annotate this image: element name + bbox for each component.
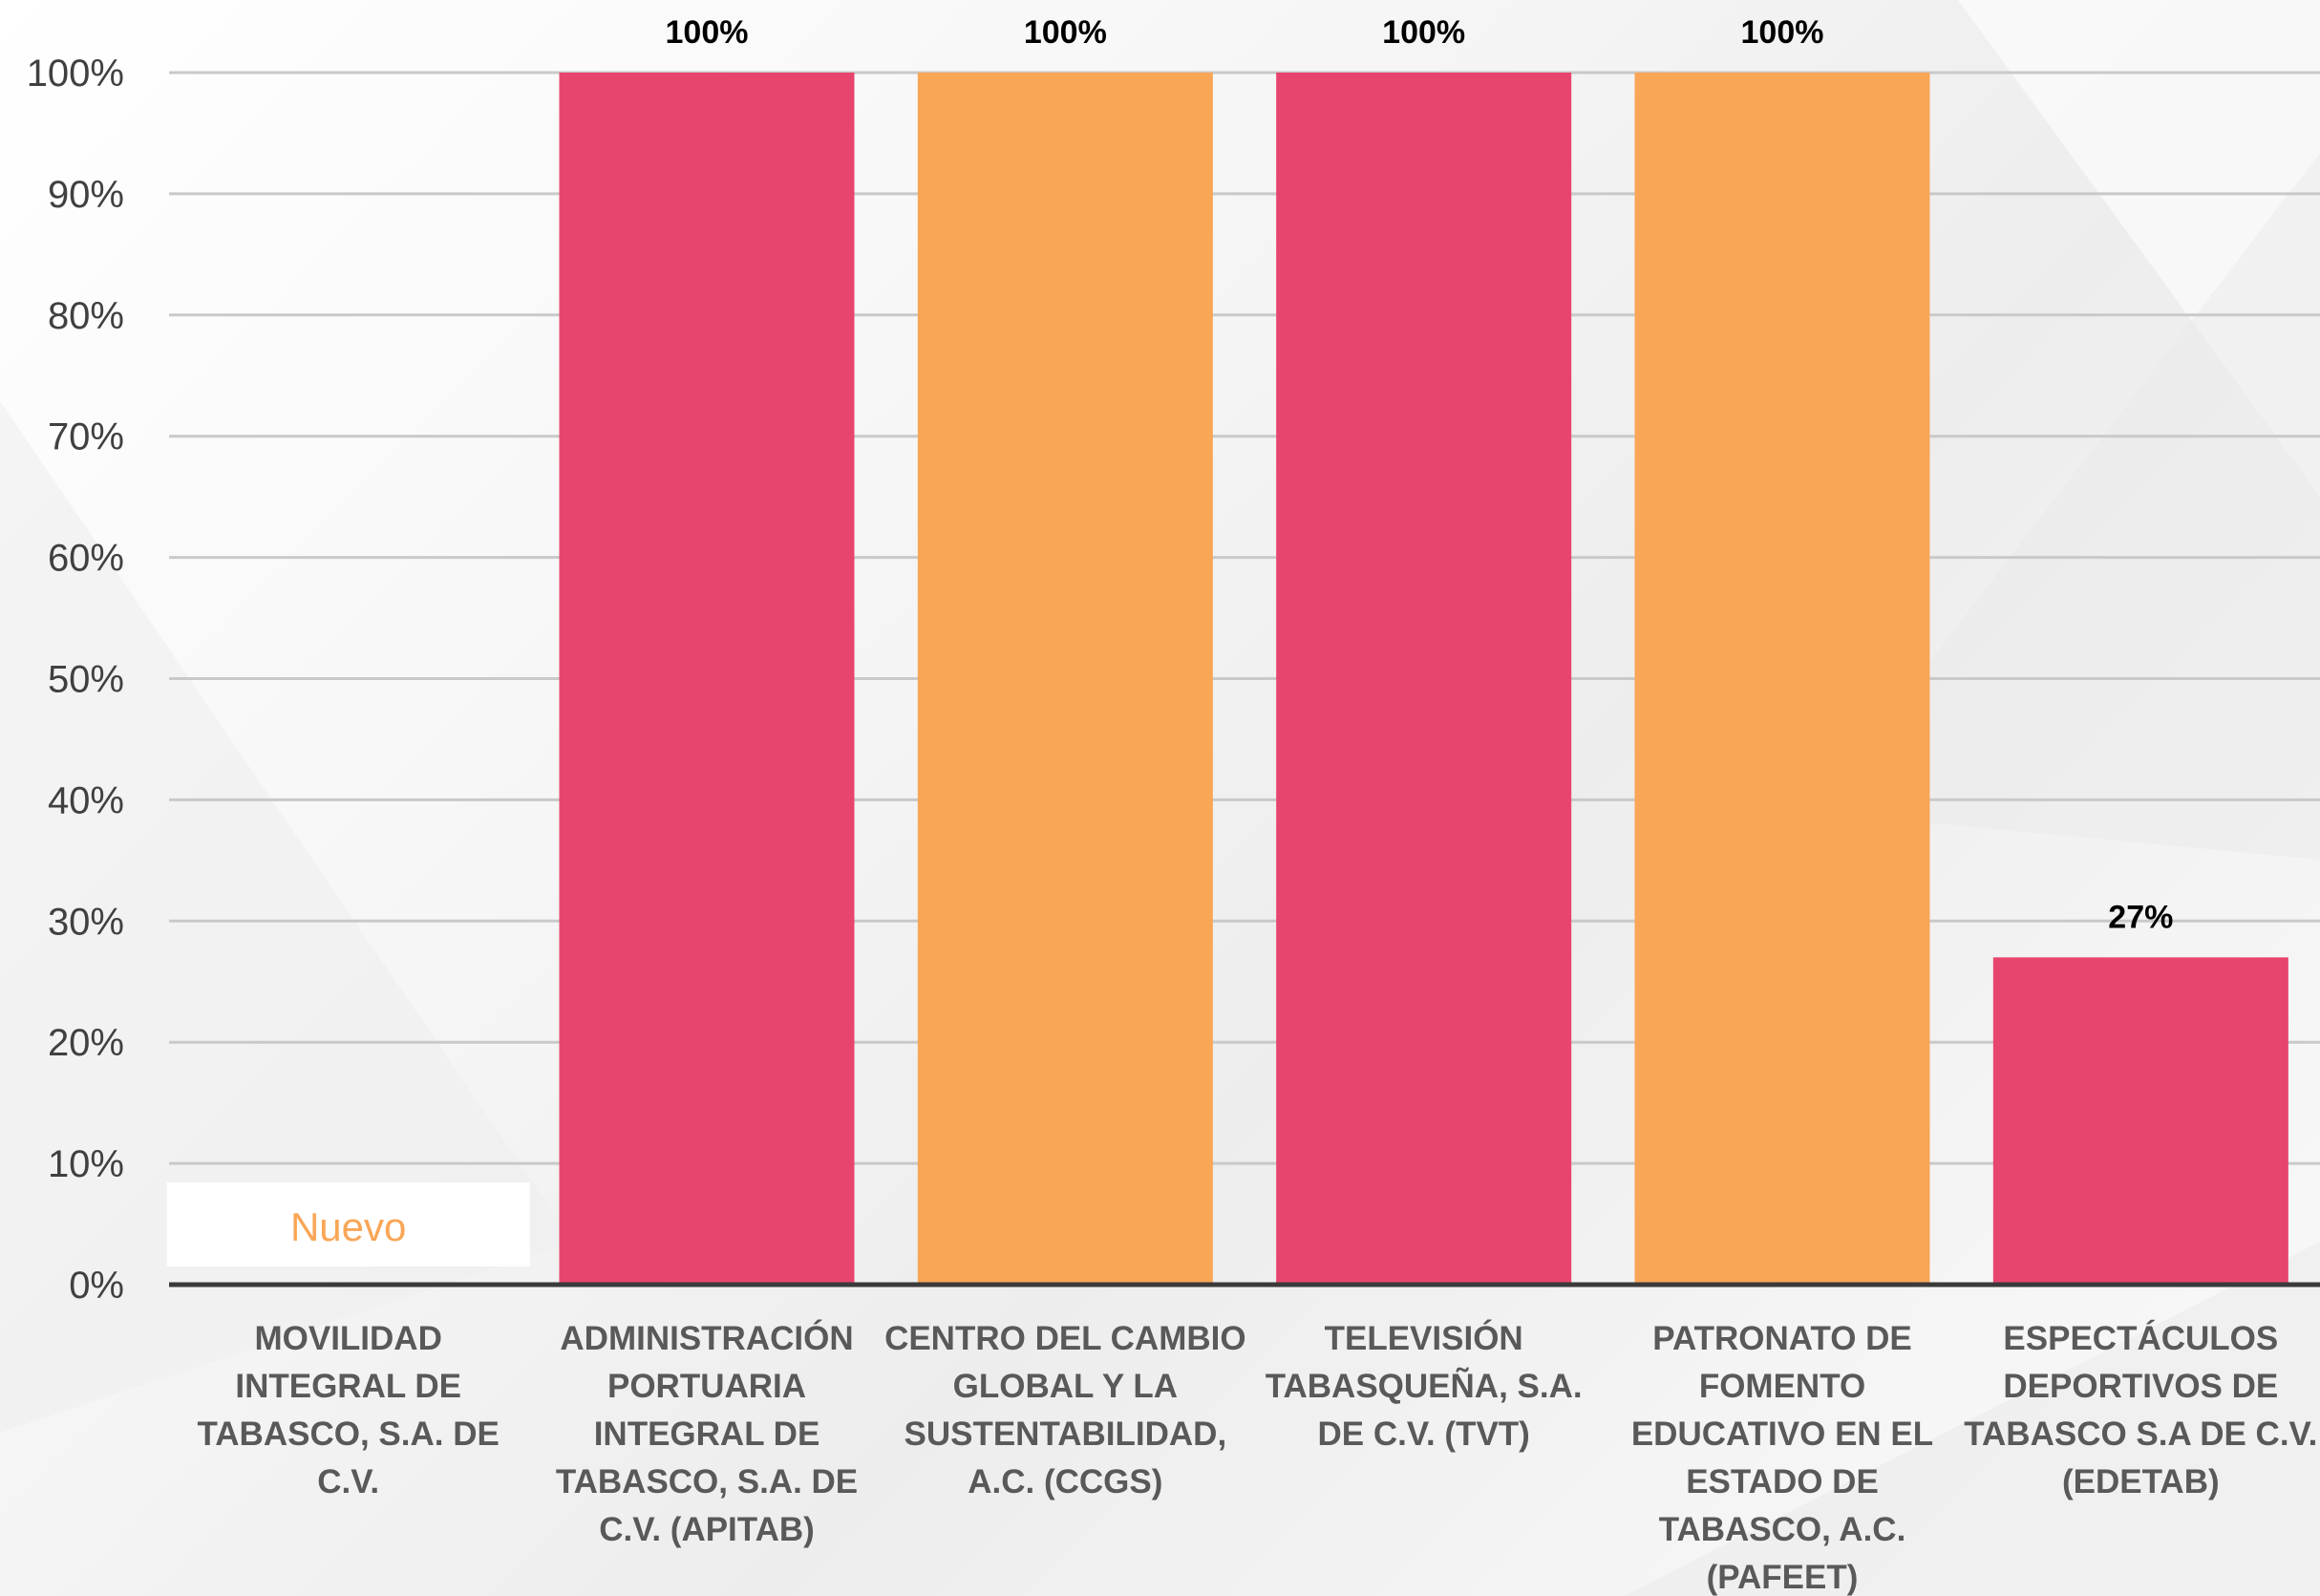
x-tick-label-line: A.C. (CCGS): [968, 1463, 1162, 1500]
bar: [917, 73, 1213, 1285]
bar: [559, 73, 855, 1285]
x-tick-label-line: (EDETAB): [2062, 1463, 2220, 1500]
y-axis: 0% 10% 20% 30% 40% 50% 60% 70% 80% 90% 100%: [27, 53, 124, 1307]
x-tick-label-line: (PAFEET): [1707, 1559, 1859, 1596]
x-tick-label: TELEVISIÓN TABASQUEÑA, S.A. DE C.V. (TVT): [1266, 1319, 1583, 1453]
data-label: 100%: [666, 14, 749, 51]
x-tick-label: ESPECTÁCULOS DEPORTIVOS DE TABASCO S.A DE …: [1964, 1319, 2317, 1500]
y-tick-label: 20%: [48, 1022, 124, 1064]
x-tick-label-line: TABASCO, A.C.: [1659, 1511, 1906, 1548]
annotations: Nuevo: [166, 1182, 530, 1266]
x-tick-label: ADMINISTRACIÓN PORTUARIA INTEGRAL DE TABASC…: [556, 1319, 858, 1548]
data-label: 100%: [1024, 14, 1107, 51]
x-tick-label-line: TABASQUEÑA, S.A.: [1266, 1368, 1583, 1405]
x-tick-label-line: ADMINISTRACIÓN: [560, 1319, 853, 1357]
x-tick-label-line: SUSTENTABILIDAD,: [904, 1415, 1226, 1453]
x-tick-label-line: ESTADO DE: [1686, 1463, 1879, 1500]
x-tick-label-line: ESPECTÁCULOS: [2003, 1319, 2278, 1357]
x-tick-label-line: DEPORTIVOS DE: [2003, 1368, 2278, 1405]
bar: [1276, 73, 1572, 1285]
x-tick-label-line: C.V. (APITAB): [599, 1511, 815, 1548]
x-tick-label-line: MOVILIDAD: [254, 1320, 441, 1357]
annotation-box: [166, 1182, 530, 1266]
x-tick-label-line: DE C.V. (TVT): [1317, 1415, 1529, 1453]
data-label: 27%: [2108, 899, 2173, 935]
gridlines: [169, 71, 2320, 1165]
x-tick-label-line: FOMENTO: [1699, 1368, 1865, 1405]
x-tick-label-line: PORTUARIA: [607, 1368, 806, 1405]
x-tick-label-line: TELEVISIÓN: [1325, 1319, 1523, 1357]
x-tick-label-line: TABASCO, S.A. DE: [198, 1415, 500, 1453]
y-tick-label: 40%: [48, 779, 124, 821]
y-tick-label: 10%: [48, 1143, 124, 1185]
x-tick-label-line: GLOBAL Y LA: [953, 1368, 1178, 1405]
y-tick-label: 70%: [48, 416, 124, 458]
y-tick-label: 80%: [48, 295, 124, 337]
x-tick-label: CENTRO DEL CAMBIO GLOBAL Y LA SUSTENTABILI…: [884, 1320, 1246, 1500]
y-tick-label: 30%: [48, 901, 124, 943]
x-tick-label: PATRONATO DE FOMENTO EDUCATIVO EN EL ESTADO…: [1631, 1320, 1933, 1596]
x-tick-label-line: INTEGRAL DE: [594, 1415, 820, 1453]
bars: [559, 73, 2288, 1285]
x-tick-label-line: PATRONATO DE: [1652, 1320, 1912, 1357]
data-label: 100%: [1382, 14, 1465, 51]
y-tick-label: 60%: [48, 538, 124, 580]
x-tick-label-line: EDUCATIVO EN EL: [1631, 1415, 1933, 1453]
x-tick-label-line: C.V.: [317, 1463, 379, 1500]
y-tick-label: 0%: [69, 1265, 124, 1307]
y-tick-label: 50%: [48, 659, 124, 701]
x-tick-label-line: INTEGRAL DE: [235, 1368, 461, 1405]
x-tick-label: MOVILIDAD INTEGRAL DE TABASCO, S.A. DE C.V.: [198, 1320, 500, 1500]
x-axis: MOVILIDAD INTEGRAL DE TABASCO, S.A. DE C.V.…: [169, 1282, 2320, 1596]
annotation-label: Nuevo: [290, 1204, 406, 1249]
bar: [1992, 957, 2288, 1285]
bar: [1634, 73, 1930, 1285]
data-labels: 100% 100% 100% 100% 27%: [666, 14, 2174, 935]
x-tick-label-line: TABASCO S.A DE C.V.: [1964, 1415, 2317, 1453]
x-tick-label-line: CENTRO DEL CAMBIO: [884, 1320, 1246, 1357]
data-label: 100%: [1741, 14, 1824, 51]
x-tick-label-line: TABASCO, S.A. DE: [556, 1463, 858, 1500]
y-tick-label: 100%: [27, 53, 124, 95]
y-tick-label: 90%: [48, 174, 124, 216]
